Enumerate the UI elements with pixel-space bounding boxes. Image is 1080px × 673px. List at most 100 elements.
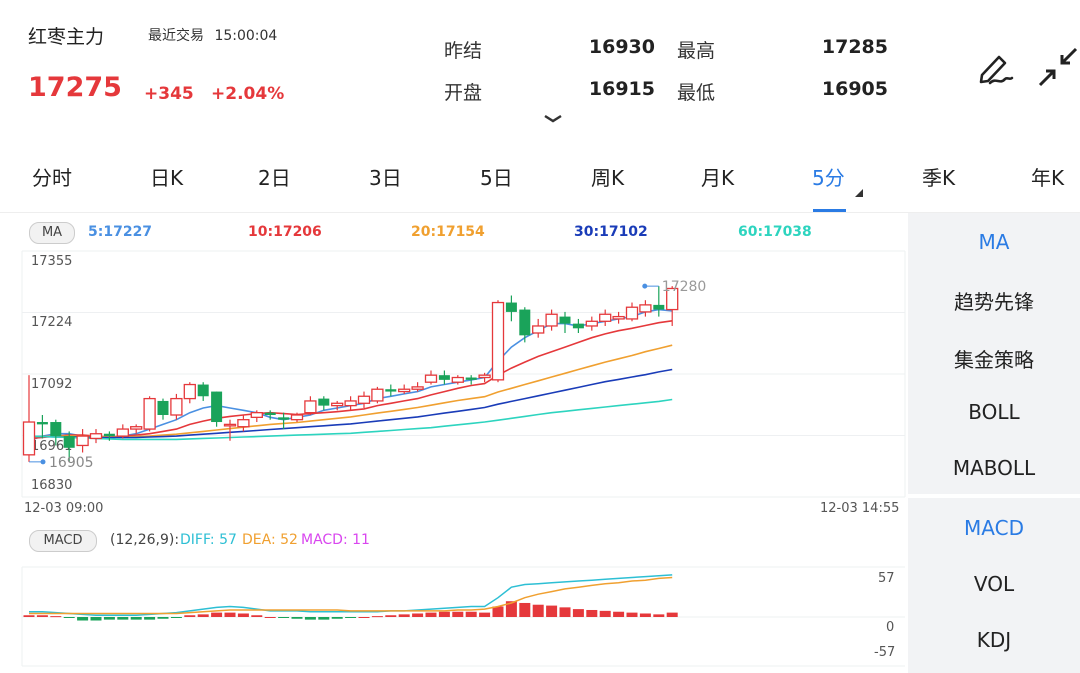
contract-name: 红枣主力 bbox=[28, 26, 105, 48]
ma60-line bbox=[28, 398, 673, 441]
macd-bar bbox=[639, 613, 651, 617]
kline-chart[interactable]: 17280 16905 bbox=[0, 0, 908, 673]
quote-label-low: 最低 bbox=[677, 82, 716, 104]
macd-hist-value: MACD: 11 bbox=[301, 532, 370, 548]
indicator-maboll[interactable]: MABOLL bbox=[952, 456, 1036, 480]
ma-badge[interactable]: MA bbox=[29, 222, 75, 244]
candle-body bbox=[89, 433, 103, 440]
macd-bar bbox=[586, 609, 598, 617]
tab-timeshare[interactable]: 分时 bbox=[32, 166, 72, 190]
tab-3day[interactable]: 3日 bbox=[369, 166, 402, 190]
indicator-vol[interactable]: VOL bbox=[973, 572, 1015, 596]
candle-body bbox=[398, 388, 411, 393]
indicator-ma[interactable]: MA bbox=[978, 230, 1010, 254]
macd-bar bbox=[23, 615, 35, 617]
candle-body bbox=[103, 433, 115, 437]
macd-bar bbox=[331, 617, 343, 619]
macd-bar bbox=[197, 614, 209, 617]
macd-bar bbox=[291, 617, 303, 619]
tab-weekly-k[interactable]: 周K bbox=[591, 166, 625, 190]
macd-bar bbox=[278, 617, 290, 618]
tab-5min[interactable]: 5分 bbox=[812, 166, 845, 190]
macd-dea-value: DEA: 52 bbox=[242, 532, 298, 548]
candle-body bbox=[653, 304, 665, 310]
macd-bar bbox=[77, 617, 89, 621]
chevron-down-icon[interactable] bbox=[540, 108, 566, 126]
indicator-boll[interactable]: BOLL bbox=[968, 400, 1020, 424]
tab-daily-k[interactable]: 日K bbox=[150, 166, 184, 190]
macd-bar bbox=[371, 616, 383, 618]
macd-bar bbox=[130, 617, 142, 620]
macd-bar bbox=[599, 610, 611, 617]
tab-quarterly-k[interactable]: 季K bbox=[922, 166, 956, 190]
candle-body bbox=[572, 323, 584, 329]
macd-bar bbox=[505, 601, 517, 617]
candle-body bbox=[559, 316, 571, 324]
last-price: 17275 bbox=[28, 72, 122, 103]
pen-icon[interactable] bbox=[972, 45, 1016, 89]
candle-body bbox=[223, 423, 237, 427]
candle-body bbox=[304, 400, 317, 414]
macd-bar bbox=[412, 613, 424, 617]
candle-body bbox=[438, 375, 450, 380]
candle-body bbox=[63, 436, 75, 448]
candle-body bbox=[371, 388, 384, 402]
candle-body bbox=[264, 412, 276, 415]
min-marker-dot bbox=[40, 459, 46, 465]
dropdown-corner-icon[interactable] bbox=[853, 182, 863, 197]
macd-bar bbox=[519, 602, 531, 617]
macd-bar bbox=[63, 617, 75, 618]
candle-body bbox=[278, 417, 290, 420]
candle-body bbox=[76, 435, 89, 447]
macd-bar bbox=[36, 615, 48, 617]
macd-bar bbox=[184, 615, 196, 617]
macd-bar bbox=[50, 616, 62, 618]
candle-body bbox=[625, 306, 639, 320]
tab-2day[interactable]: 2日 bbox=[258, 166, 291, 190]
x-end-label: 12-03 14:55 bbox=[820, 501, 900, 516]
collapse-arrows-icon[interactable] bbox=[1036, 45, 1080, 89]
indicator-gold-strategy[interactable]: 集金策略 bbox=[954, 348, 1034, 372]
candle-body bbox=[290, 414, 304, 421]
macd-badge[interactable]: MACD bbox=[29, 530, 97, 552]
candle-body bbox=[357, 395, 371, 404]
tabs-divider bbox=[0, 212, 1080, 213]
macd-bar bbox=[90, 617, 102, 621]
macd-bar bbox=[626, 612, 638, 617]
max-marker-dot bbox=[642, 283, 648, 289]
active-tab-indicator bbox=[813, 209, 846, 212]
indicator-kdj[interactable]: KDJ bbox=[976, 628, 1012, 652]
ma10-value: 10:17206 bbox=[248, 224, 322, 240]
macd-bar bbox=[385, 615, 397, 617]
candle-body bbox=[545, 313, 558, 327]
tab-monthly-k[interactable]: 月K bbox=[701, 166, 735, 190]
ma20-line bbox=[28, 344, 673, 438]
y-tick-4: 16961 bbox=[31, 439, 73, 454]
macd-bar bbox=[157, 617, 169, 619]
candle-body bbox=[385, 389, 397, 392]
macd-bar bbox=[345, 617, 357, 618]
tab-yearly-k[interactable]: 年K bbox=[1031, 166, 1065, 190]
macd-bar bbox=[117, 617, 129, 620]
macd-bar bbox=[211, 612, 223, 617]
indicator-macd[interactable]: MACD bbox=[964, 516, 1024, 540]
ma10-line bbox=[28, 320, 673, 440]
macd-bar bbox=[224, 612, 236, 617]
macd-bar bbox=[546, 605, 558, 617]
candle-body bbox=[519, 309, 531, 336]
tab-5day[interactable]: 5日 bbox=[480, 166, 513, 190]
candle-body bbox=[505, 302, 517, 312]
candle-body bbox=[143, 397, 156, 430]
macd-bar bbox=[103, 617, 115, 620]
candle-body bbox=[50, 422, 62, 437]
candle-body bbox=[639, 304, 652, 313]
candle-body bbox=[318, 398, 330, 406]
quote-label-prev-settle: 昨结 bbox=[444, 40, 483, 62]
macd-bar bbox=[398, 614, 410, 617]
quote-label-open: 开盘 bbox=[444, 82, 483, 104]
min-price-label: 16905 bbox=[49, 455, 94, 471]
macd-bar bbox=[425, 612, 437, 617]
max-price-label: 17280 bbox=[662, 279, 707, 295]
quote-label-high: 最高 bbox=[677, 40, 716, 62]
indicator-trend-pioneer[interactable]: 趋势先锋 bbox=[954, 290, 1034, 314]
